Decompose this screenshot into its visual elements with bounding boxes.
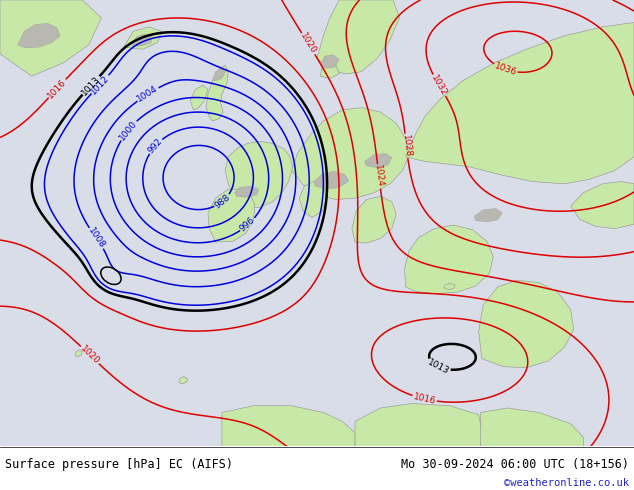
Text: 1012: 1012 (89, 73, 111, 96)
Polygon shape (0, 0, 101, 76)
Text: 1000: 1000 (117, 119, 139, 142)
Text: 996: 996 (238, 216, 257, 234)
Polygon shape (124, 27, 162, 49)
Text: 992: 992 (146, 137, 164, 155)
Polygon shape (179, 377, 188, 384)
Text: 1024: 1024 (373, 165, 385, 188)
Polygon shape (320, 63, 339, 78)
Polygon shape (208, 189, 255, 242)
Polygon shape (225, 141, 293, 208)
Text: 1036: 1036 (493, 61, 517, 77)
Text: 1032: 1032 (430, 73, 449, 98)
Polygon shape (75, 350, 82, 357)
Polygon shape (317, 0, 399, 74)
Text: 1016: 1016 (46, 77, 68, 100)
Polygon shape (222, 406, 355, 448)
Text: ©weatheronline.co.uk: ©weatheronline.co.uk (504, 478, 629, 488)
Text: 1004: 1004 (136, 84, 160, 104)
Polygon shape (299, 182, 327, 218)
Text: 988: 988 (213, 193, 232, 210)
Polygon shape (481, 408, 583, 448)
Polygon shape (18, 24, 60, 48)
Polygon shape (479, 280, 574, 368)
Polygon shape (292, 108, 409, 199)
Polygon shape (132, 34, 152, 47)
Polygon shape (352, 196, 396, 243)
Polygon shape (404, 225, 493, 294)
Polygon shape (571, 182, 634, 229)
Polygon shape (474, 208, 502, 222)
Polygon shape (355, 404, 482, 448)
Polygon shape (212, 68, 226, 81)
Text: 1028: 1028 (401, 134, 412, 158)
Polygon shape (190, 85, 208, 110)
Polygon shape (206, 65, 228, 121)
Polygon shape (314, 172, 349, 189)
Text: 1020: 1020 (299, 31, 318, 56)
Polygon shape (235, 186, 259, 197)
Text: Surface pressure [hPa] EC (AIFS): Surface pressure [hPa] EC (AIFS) (5, 458, 233, 471)
Polygon shape (320, 55, 339, 68)
Text: 1016: 1016 (412, 392, 437, 406)
Text: 1020: 1020 (79, 344, 101, 366)
Text: 1013: 1013 (426, 358, 451, 376)
Polygon shape (444, 283, 455, 290)
Text: 1013: 1013 (80, 74, 102, 97)
Polygon shape (406, 23, 634, 184)
Text: Mo 30-09-2024 06:00 UTC (18+156): Mo 30-09-2024 06:00 UTC (18+156) (401, 458, 629, 471)
Polygon shape (365, 153, 392, 168)
Text: 1008: 1008 (86, 226, 107, 250)
